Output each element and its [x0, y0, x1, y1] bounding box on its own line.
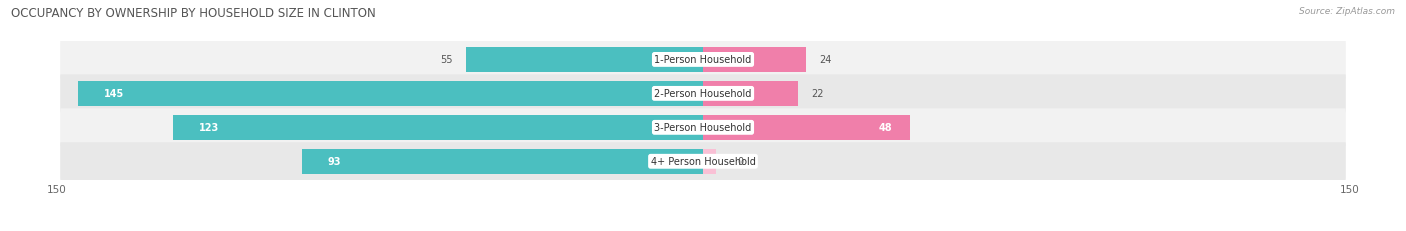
Text: Source: ZipAtlas.com: Source: ZipAtlas.com — [1299, 7, 1395, 16]
FancyBboxPatch shape — [60, 109, 1346, 147]
Text: 93: 93 — [328, 157, 342, 167]
FancyBboxPatch shape — [60, 75, 1346, 113]
Text: 4+ Person Household: 4+ Person Household — [651, 157, 755, 167]
Bar — [465, 48, 703, 72]
Text: 22: 22 — [811, 89, 824, 99]
Text: 24: 24 — [820, 55, 832, 65]
Bar — [77, 82, 703, 106]
Text: 2-Person Household: 2-Person Household — [654, 89, 752, 99]
Text: OCCUPANCY BY OWNERSHIP BY HOUSEHOLD SIZE IN CLINTON: OCCUPANCY BY OWNERSHIP BY HOUSEHOLD SIZE… — [11, 7, 375, 20]
Text: 123: 123 — [198, 123, 219, 133]
Text: 3-Person Household: 3-Person Household — [654, 123, 752, 133]
Bar — [703, 82, 797, 106]
FancyBboxPatch shape — [60, 143, 1346, 180]
Bar — [703, 149, 716, 174]
Text: 55: 55 — [440, 55, 453, 65]
Bar — [703, 48, 807, 72]
Bar — [302, 149, 703, 174]
Text: 0: 0 — [738, 157, 744, 167]
Text: 145: 145 — [104, 89, 124, 99]
FancyBboxPatch shape — [60, 41, 1346, 79]
Bar — [703, 116, 910, 140]
Text: 48: 48 — [879, 123, 893, 133]
Text: 1-Person Household: 1-Person Household — [654, 55, 752, 65]
Bar — [173, 116, 703, 140]
